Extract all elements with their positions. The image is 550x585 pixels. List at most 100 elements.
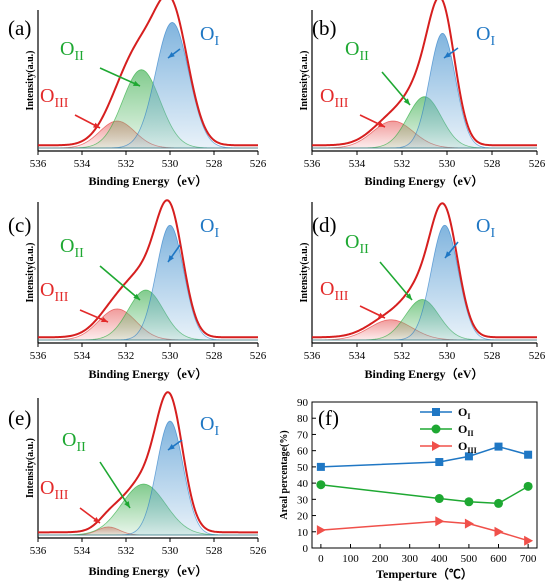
x-tick-label: 600	[490, 553, 507, 565]
data-point-oiii	[435, 516, 445, 527]
legend-label: OIII	[458, 439, 477, 455]
y-tick-label: 30	[297, 494, 309, 506]
x-axis-title: Binding Energy（eV）	[364, 173, 483, 188]
arrow-head	[445, 251, 452, 258]
arrow-head	[378, 312, 385, 318]
legend-label: OI	[458, 405, 470, 421]
x-tick-label: 300	[401, 553, 418, 565]
arrow-head	[378, 121, 385, 127]
data-point-oi	[464, 452, 473, 461]
callout-arrow	[99, 265, 141, 301]
arrow-head	[168, 255, 174, 262]
arrow-head	[168, 51, 175, 58]
x-tick-label: 526	[529, 350, 546, 362]
x-tick-label: 534	[74, 545, 91, 557]
y-axis-title: Intensity(a.u.)	[25, 242, 36, 302]
y-tick-label: 90	[297, 397, 309, 409]
x-tick-label: 534	[74, 350, 91, 362]
x-tick-label: 532	[118, 545, 135, 557]
x-tick-label: 530	[162, 158, 179, 170]
x-tick-label: 528	[206, 350, 223, 362]
callout-arrow	[99, 67, 141, 87]
callout-oii: OII	[62, 429, 86, 455]
arrow-head	[405, 293, 412, 300]
callout-arrow	[381, 71, 411, 106]
callout-arrow	[379, 261, 413, 301]
x-tick-label: 534	[349, 350, 366, 362]
arrow-head	[403, 98, 410, 105]
xps-panel-a: 536 534 532 530 528 526 Binding Energy（eV） Inte…	[8, 0, 267, 188]
plot-frame	[311, 401, 538, 549]
component-oi	[38, 224, 258, 341]
arrow-head	[93, 122, 100, 128]
data-point-oi	[435, 458, 444, 467]
x-axis-title: Binding Energy（eV）	[364, 366, 483, 381]
y-tick-label: 0	[303, 543, 309, 555]
y-axis-title: Intensity(a.u.)	[299, 50, 310, 110]
component-oi	[38, 420, 258, 536]
line-panel-f: 0 10 20 30 40 50 60 70 80 90 0 100 200 300 400 500 600 70…	[279, 397, 538, 581]
x-tick-label: 526	[529, 158, 546, 170]
envelope-curve	[38, 391, 258, 534]
callout-oiii: OIII	[320, 278, 349, 304]
data-point-oii	[464, 497, 474, 507]
x-tick-label: 200	[372, 553, 389, 565]
x-tick-label: 530	[439, 350, 456, 362]
callout-oii: OII	[60, 235, 84, 261]
x-tick-label: 528	[206, 545, 223, 557]
data-point-oii	[494, 498, 504, 508]
callout-oiii: OIII	[40, 279, 69, 305]
x-tick-label: 536	[304, 350, 321, 362]
x-tick-label: 536	[30, 158, 47, 170]
y-tick-label: 50	[297, 462, 309, 474]
data-point-oiii	[316, 525, 326, 536]
data-point-oiii	[524, 535, 534, 546]
arrow-head	[124, 501, 130, 508]
x-tick-label: 528	[484, 158, 501, 170]
y-axis-title: Intensity(a.u.)	[25, 438, 36, 498]
data-point-oii	[316, 480, 326, 490]
envelope-curve	[311, 202, 537, 339]
y-tick-label: 20	[297, 511, 309, 523]
component-oi	[38, 22, 258, 149]
y-axis-title: Areal percentage(%)	[279, 430, 290, 519]
arrow-head	[444, 52, 451, 58]
x-tick-label: 536	[304, 158, 321, 170]
panel-label: (d)	[312, 213, 337, 237]
envelope-curve	[312, 0, 537, 147]
x-tick-label: 100	[342, 553, 359, 565]
legend-marker	[431, 424, 441, 434]
y-axis-title: Intensity(a.u.)	[299, 242, 310, 302]
x-tick-label: 532	[394, 350, 411, 362]
callout-oi: OI	[200, 215, 219, 241]
callout-oiii: OIII	[40, 477, 69, 503]
x-tick-label: 534	[349, 158, 366, 170]
x-tick-label: 532	[118, 158, 135, 170]
x-tick-label: 532	[394, 158, 411, 170]
x-axis-title: Binding Energy（eV）	[88, 173, 207, 188]
data-point-oiii	[464, 518, 474, 529]
callout-oi: OI	[200, 23, 219, 49]
x-tick-label: 532	[118, 350, 135, 362]
legend-label: OII	[458, 422, 474, 438]
x-tick-label: 0	[318, 553, 324, 565]
x-axis-title: Binding Energy（eV）	[88, 563, 207, 578]
x-tick-label: 500	[461, 553, 478, 565]
x-axis-title: Binding Energy（eV）	[88, 366, 207, 381]
callout-oi: OI	[476, 215, 495, 241]
x-tick-label: 700	[520, 553, 537, 565]
panel-label: (e)	[8, 406, 31, 430]
panel-label: (f)	[318, 406, 339, 430]
data-point-oi	[524, 450, 533, 459]
x-tick-label: 536	[30, 545, 47, 557]
y-tick-label: 70	[297, 429, 309, 441]
x-tick-label: 536	[30, 350, 47, 362]
xps-panel-b: 536 534 532 530 528 526 Binding Energy（eV） Inte…	[299, 0, 546, 188]
callout-arrow	[99, 461, 131, 509]
data-point-oii	[523, 481, 533, 491]
legend-marker	[432, 441, 441, 451]
x-tick-label: 530	[439, 158, 456, 170]
xps-panel-d: 536 534 532 530 528 526 Binding Energy（eV） Inte…	[299, 202, 546, 381]
callout-oii: OII	[345, 231, 369, 257]
x-axis-title: Temperture（℃）	[376, 566, 473, 581]
